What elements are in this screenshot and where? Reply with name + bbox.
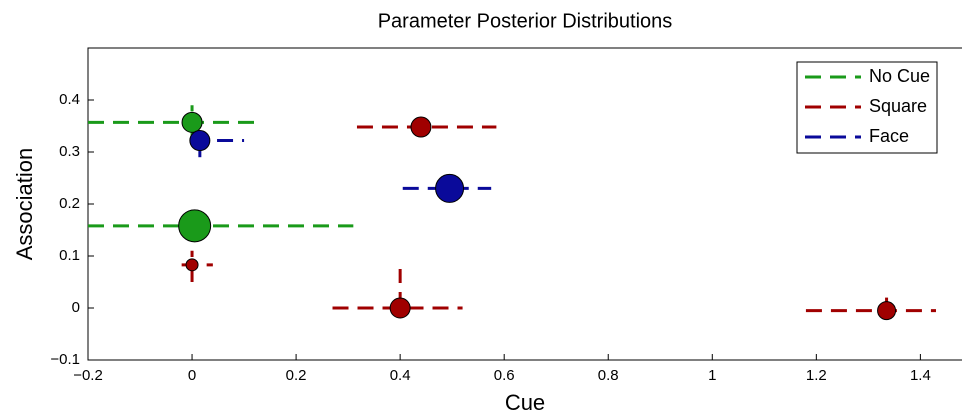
point (181, 111, 203, 133)
y-tick-label: 0.4 (59, 91, 80, 108)
y-tick-label: 0 (72, 299, 80, 316)
legend-label: No Cue (869, 66, 930, 86)
point (389, 297, 411, 319)
point (189, 130, 211, 152)
y-tick-label: 0.3 (59, 143, 80, 160)
chart-title: Parameter Posterior Distributions (378, 10, 673, 32)
x-tick-label: 0.8 (598, 367, 619, 384)
point (185, 258, 199, 272)
point (877, 301, 897, 321)
y-tick-label: −0.1 (50, 351, 80, 368)
x-tick-label: −0.2 (73, 367, 103, 384)
point (435, 173, 465, 203)
x-axis-label: Cue (505, 390, 545, 415)
point (178, 209, 212, 243)
y-tick-label: 0.1 (59, 247, 80, 264)
y-tick-label: 0.2 (59, 195, 80, 212)
x-tick-label: 0 (188, 367, 196, 384)
x-tick-label: 0.4 (390, 367, 411, 384)
x-tick-label: 1.2 (806, 367, 827, 384)
point (410, 116, 432, 138)
x-tick-label: 0.6 (494, 367, 515, 384)
x-tick-label: 1.4 (910, 367, 931, 384)
legend-label: Face (869, 126, 909, 146)
y-axis-label: Association (12, 148, 37, 261)
x-tick-label: 1 (708, 367, 716, 384)
x-tick-label: 0.2 (286, 367, 307, 384)
legend-label: Square (869, 96, 927, 116)
